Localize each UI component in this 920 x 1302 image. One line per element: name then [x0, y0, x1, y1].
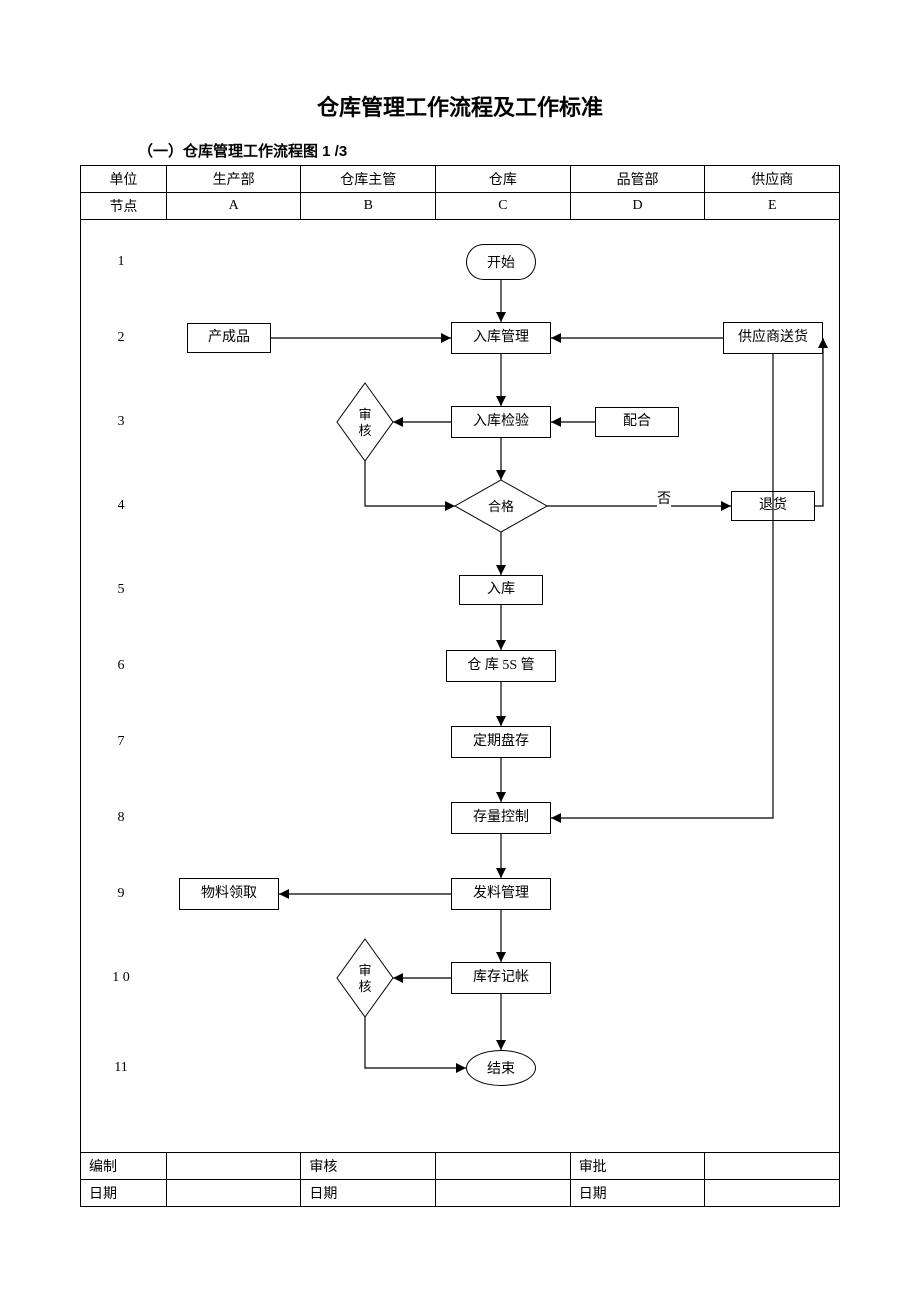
process-box-inspect: 入库检验	[451, 406, 551, 438]
header-node: 节点	[81, 193, 167, 220]
row-number: 7	[81, 734, 161, 750]
foot-date: 日期	[570, 1180, 705, 1207]
header-row-1: 单位 生产部 仓库主管 仓库 品管部 供应商	[81, 166, 840, 193]
row-number: 3	[81, 414, 161, 430]
col-B: 仓库主管	[301, 166, 436, 193]
row-number: 8	[81, 810, 161, 826]
process-box-count: 定期盘存	[451, 726, 551, 758]
edge-label: 否	[657, 488, 671, 508]
foot-date: 日期	[81, 1180, 167, 1207]
connectors	[81, 220, 839, 1152]
svg-text:审: 审	[358, 407, 371, 422]
subtitle: （一）仓库管理工作流程图 1 /3	[138, 140, 840, 161]
col-D: 品管部	[570, 166, 705, 193]
foot-bianzhi: 编制	[81, 1153, 167, 1180]
swimlane-table: 单位 生产部 仓库主管 仓库 品管部 供应商 节点 A B C D E 1 2 3 4…	[80, 165, 840, 1207]
page: 仓库管理工作流程及工作标准 （一）仓库管理工作流程图 1 /3 单位 生产部 仓…	[0, 0, 920, 1302]
row-number: 1	[81, 254, 161, 270]
footer-row-1: 编制 审核 审批	[81, 1153, 840, 1180]
flow-canvas: 1234567891 011开始产成品入库管理供应商送货审核入库检验配合合格退货…	[81, 220, 839, 1152]
decision-audit1: 审核	[337, 383, 393, 461]
process-box-assist: 配合	[595, 407, 679, 437]
svg-text:审: 审	[358, 963, 371, 978]
process-box-finished: 产成品	[187, 323, 271, 353]
page-title: 仓库管理工作流程及工作标准	[80, 90, 840, 122]
process-box-ledger: 库存记帐	[451, 962, 551, 994]
row-number: 5	[81, 582, 161, 598]
process-box-inmgmt: 入库管理	[451, 322, 551, 354]
svg-text:核: 核	[358, 979, 371, 994]
process-box-pickup: 物料领取	[179, 878, 279, 910]
row-number: 6	[81, 658, 161, 674]
process-box-supplier: 供应商送货	[723, 322, 823, 354]
col-A-letter: A	[166, 193, 301, 220]
header-unit: 单位	[81, 166, 167, 193]
terminator-start: 开始	[466, 244, 536, 280]
svg-text:合格: 合格	[488, 499, 514, 514]
row-number: 11	[81, 1060, 161, 1076]
foot-shenpi: 审批	[570, 1153, 705, 1180]
col-E-letter: E	[705, 193, 840, 220]
process-box-fiveS: 仓 库 5S 管	[446, 650, 556, 682]
col-A: 生产部	[166, 166, 301, 193]
col-C-letter: C	[436, 193, 571, 220]
flow-canvas-cell: 1234567891 011开始产成品入库管理供应商送货审核入库检验配合合格退货…	[81, 220, 840, 1153]
row-number: 9	[81, 886, 161, 902]
svg-text:核: 核	[358, 423, 371, 438]
foot-blank	[166, 1180, 301, 1207]
row-number: 1 0	[81, 970, 161, 986]
col-E: 供应商	[705, 166, 840, 193]
header-row-2: 节点 A B C D E	[81, 193, 840, 220]
foot-blank	[436, 1153, 571, 1180]
terminator-end: 结束	[466, 1050, 536, 1086]
row-number: 2	[81, 330, 161, 346]
col-D-letter: D	[570, 193, 705, 220]
foot-date: 日期	[301, 1180, 436, 1207]
process-box-instore: 入库	[459, 575, 543, 605]
foot-blank	[705, 1153, 840, 1180]
process-box-issue: 发料管理	[451, 878, 551, 910]
footer-row-2: 日期 日期 日期	[81, 1180, 840, 1207]
row-number: 4	[81, 498, 161, 514]
decision-audit2: 审核	[337, 939, 393, 1017]
foot-blank	[705, 1180, 840, 1207]
foot-shenhe: 审核	[301, 1153, 436, 1180]
col-B-letter: B	[301, 193, 436, 220]
process-box-stock: 存量控制	[451, 802, 551, 834]
foot-blank	[166, 1153, 301, 1180]
col-C: 仓库	[436, 166, 571, 193]
process-box-return: 退货	[731, 491, 815, 521]
foot-blank	[436, 1180, 571, 1207]
decision-pass: 合格	[455, 480, 547, 532]
